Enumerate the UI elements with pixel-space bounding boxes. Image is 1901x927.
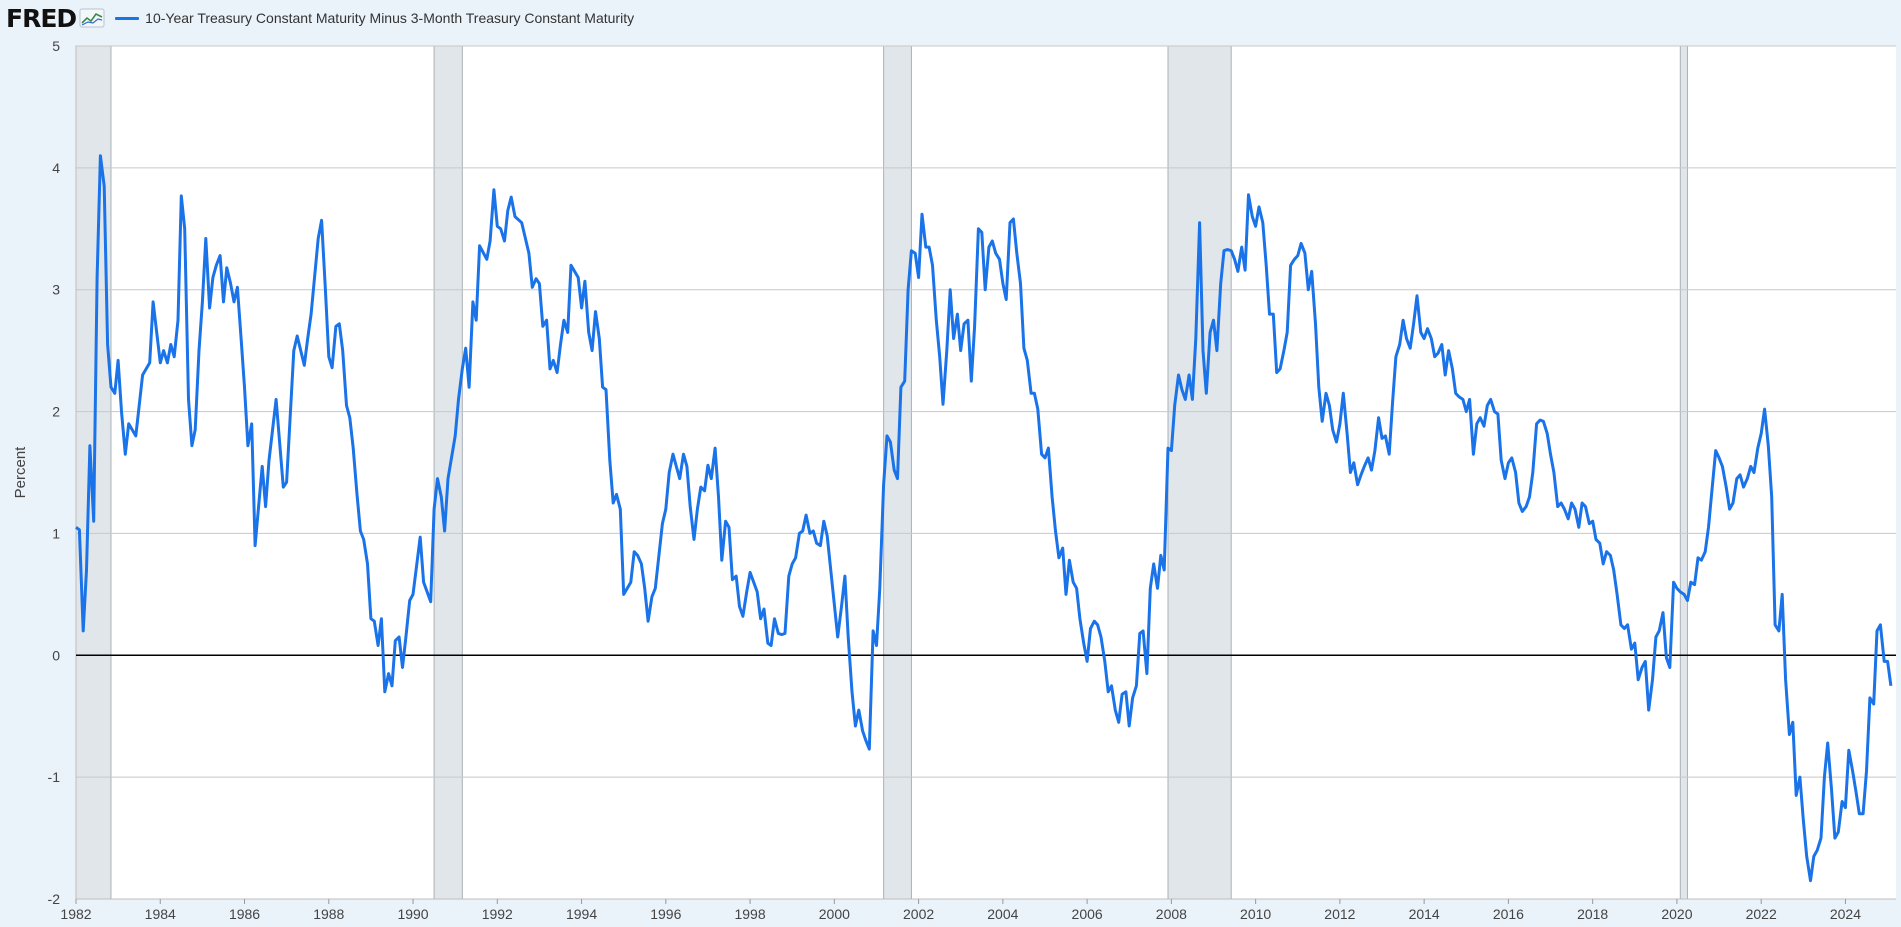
- y-tick-label: 2: [52, 404, 60, 420]
- x-tick-label: 1994: [566, 906, 597, 922]
- plot-area: [76, 46, 1896, 899]
- line-chart-icon: [79, 8, 105, 28]
- x-tick-label: 2000: [819, 906, 850, 922]
- chart-legend[interactable]: 10-Year Treasury Constant Maturity Minus…: [115, 10, 634, 26]
- recession-band: [1167, 45, 1232, 900]
- legend-label: 10-Year Treasury Constant Maturity Minus…: [145, 10, 635, 26]
- x-axis-ticks: 1982 1984 1986 1988 1990 1992 1994 1996 1998 2000…: [60, 899, 1861, 922]
- x-tick-label: 2008: [1156, 906, 1187, 922]
- chart-header: FRED 10-Year Treasury Constant Maturity …: [0, 0, 1901, 36]
- x-tick-label: 2020: [1661, 906, 1692, 922]
- y-axis-label: Percent: [12, 446, 29, 499]
- x-tick-label: 1982: [60, 906, 91, 922]
- y-tick-label: -1: [48, 769, 61, 785]
- x-tick-label: 2012: [1324, 906, 1355, 922]
- x-tick-label: 1998: [734, 906, 765, 922]
- y-tick-label: -2: [48, 891, 61, 907]
- x-tick-label: 1988: [313, 906, 344, 922]
- x-tick-label: 2006: [1072, 906, 1103, 922]
- x-tick-label: 2024: [1830, 906, 1861, 922]
- series-line[interactable]: [75, 154, 1893, 883]
- x-tick-label: 2022: [1746, 906, 1777, 922]
- x-tick-label: 1986: [229, 906, 260, 922]
- y-tick-label: 1: [52, 525, 60, 541]
- fred-logo-text: FRED: [6, 3, 77, 33]
- x-tick-label: 1990: [397, 906, 428, 922]
- y-tick-label: 5: [52, 38, 60, 54]
- x-tick-label: 1996: [650, 906, 681, 922]
- x-tick-label: 2010: [1240, 906, 1271, 922]
- legend-swatch: [115, 16, 140, 20]
- x-tick-label: 2018: [1577, 906, 1608, 922]
- y-tick-label: 4: [52, 160, 60, 176]
- y-tick-label: 0: [52, 647, 60, 663]
- x-tick-label: 1984: [145, 906, 176, 922]
- x-tick-label: 2002: [903, 906, 934, 922]
- x-tick-label: 2004: [987, 906, 1018, 922]
- y-tick-label: 3: [52, 282, 60, 298]
- x-tick-label: 2016: [1493, 906, 1524, 922]
- fred-logo[interactable]: FRED: [6, 4, 105, 33]
- recession-band: [1679, 45, 1688, 900]
- y-axis-ticks: 5 4 3 2 1 0 -1 -2: [48, 38, 61, 907]
- x-tick-label: 1992: [482, 906, 513, 922]
- x-tick-label: 2014: [1409, 906, 1440, 922]
